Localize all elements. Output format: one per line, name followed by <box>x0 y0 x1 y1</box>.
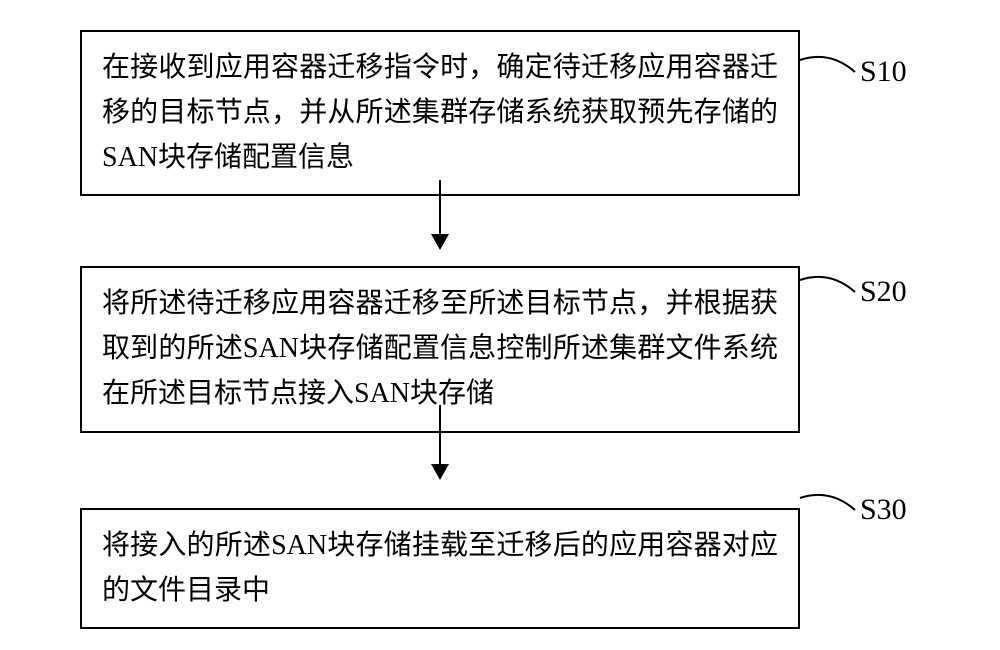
flow-step-text: 将接入的所述SAN块存储挂载至迁移后的应用容器对应的文件目录中 <box>102 524 778 614</box>
flow-step-s10: 在接收到应用容器迁移指令时，确定待迁移应用容器迁移的目标节点，并从所述集群存储系… <box>80 30 800 196</box>
flowchart-container: 在接收到应用容器迁移指令时，确定待迁移应用容器迁移的目标节点，并从所述集群存储系… <box>80 30 800 629</box>
step-label-s10: S10 <box>860 55 907 89</box>
flow-step-text: 将所述待迁移应用容器迁移至所述目标节点，并根据获取到的所述SAN块存储配置信息控… <box>102 282 778 416</box>
flow-step-s30: 将接入的所述SAN块存储挂载至迁移后的应用容器对应的文件目录中 <box>80 508 800 630</box>
arrow-connector <box>439 405 441 465</box>
arrow-head-icon <box>431 234 449 250</box>
step-label-s20: S20 <box>860 275 907 309</box>
step-label-s30: S30 <box>860 493 907 527</box>
flow-step-text: 在接收到应用容器迁移指令时，确定待迁移应用容器迁移的目标节点，并从所述集群存储系… <box>102 46 778 180</box>
arrow-head-icon <box>431 464 449 480</box>
arrow-connector <box>439 180 441 235</box>
